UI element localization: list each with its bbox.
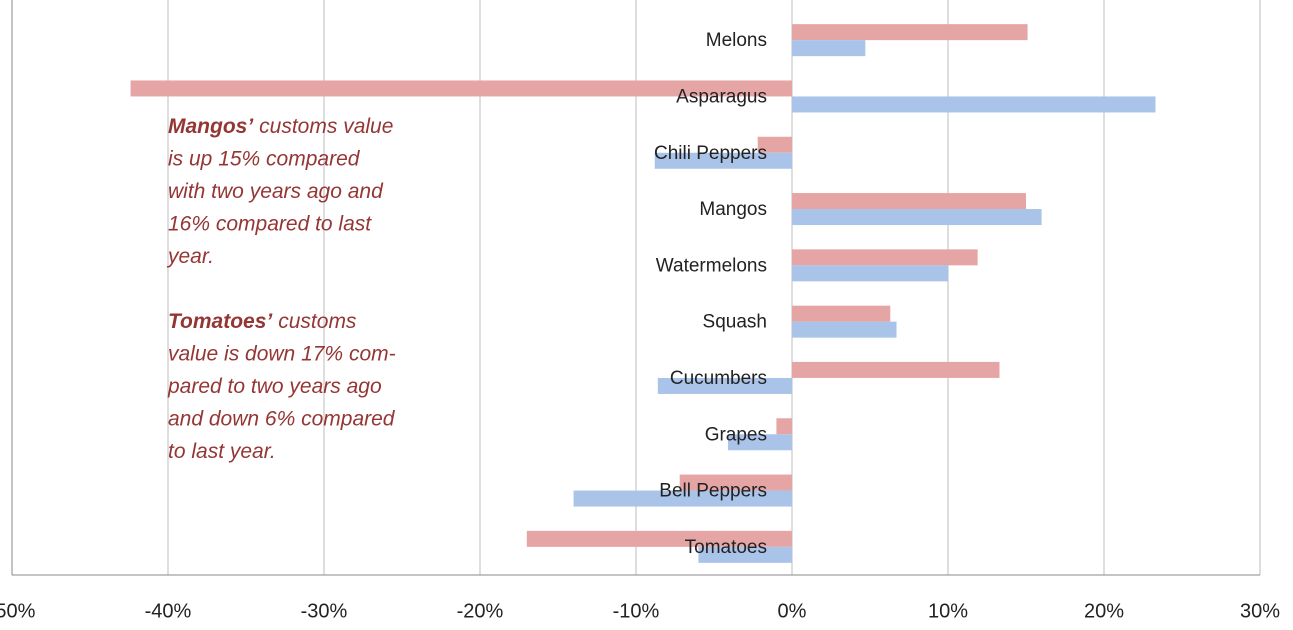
x-tick-label: -30% — [301, 600, 348, 622]
bar — [526, 530, 792, 547]
bar — [792, 249, 978, 266]
category-label: Mangos — [699, 199, 767, 220]
annotation: Tomatoes’ customs value is down 17% com-pa… — [167, 310, 396, 463]
x-tick-label: -20% — [457, 600, 504, 622]
bar — [792, 209, 1042, 226]
bar — [698, 546, 792, 563]
annotation-line: customs — [278, 310, 357, 333]
annotation-line: 16% compared to last — [168, 212, 372, 235]
category-label: Chili Peppers — [654, 143, 767, 164]
category-label: Cucumbers — [670, 368, 767, 389]
bar — [792, 321, 897, 338]
bar — [757, 136, 792, 153]
annotation-emphasis: Mangos’ — [168, 115, 254, 138]
x-tick-label: 30% — [1240, 600, 1280, 622]
bar — [792, 40, 866, 57]
x-tick-label: 10% — [928, 600, 968, 622]
bar — [728, 434, 792, 451]
annotation-line: with two years ago and — [168, 180, 384, 203]
x-tick-label: 20% — [1084, 600, 1124, 622]
category-label: Asparagus — [676, 86, 767, 107]
annotation-emphasis: Tomatoes’ — [168, 310, 273, 333]
bar — [792, 361, 1000, 378]
x-tick-label: -40% — [145, 600, 192, 622]
category-label: Grapes — [705, 424, 767, 445]
bar — [792, 305, 891, 322]
bar — [679, 474, 792, 491]
annotation-line: customs value — [259, 115, 393, 138]
category-label: Watermelons — [656, 255, 767, 276]
category-label: Melons — [706, 30, 767, 51]
bar — [792, 193, 1026, 210]
category-label: Bell Peppers — [659, 481, 767, 502]
bar — [776, 418, 792, 435]
x-tick-label: -50% — [0, 600, 36, 622]
annotation-line: pared to two years ago — [167, 375, 382, 398]
bar — [657, 377, 792, 394]
annotation-line: and down 6% compared — [168, 407, 396, 430]
annotation-line: is up 15% compared — [168, 147, 361, 170]
bar — [654, 152, 792, 169]
bar — [792, 265, 948, 282]
category-label: Tomatoes — [685, 537, 767, 558]
category-label: Squash — [703, 312, 767, 333]
bar — [792, 24, 1028, 41]
bar — [573, 490, 792, 507]
bar — [130, 80, 792, 97]
x-tick-label: -10% — [613, 600, 660, 622]
annotation: Mangos’ customs value is up 15% compared wi… — [166, 115, 393, 268]
x-tick-label: 0% — [778, 600, 807, 622]
annotation-line: year. — [166, 245, 214, 268]
annotation-line: to last year. — [168, 440, 276, 463]
bar — [792, 96, 1156, 113]
annotation-line: value is down 17% com- — [168, 342, 396, 365]
